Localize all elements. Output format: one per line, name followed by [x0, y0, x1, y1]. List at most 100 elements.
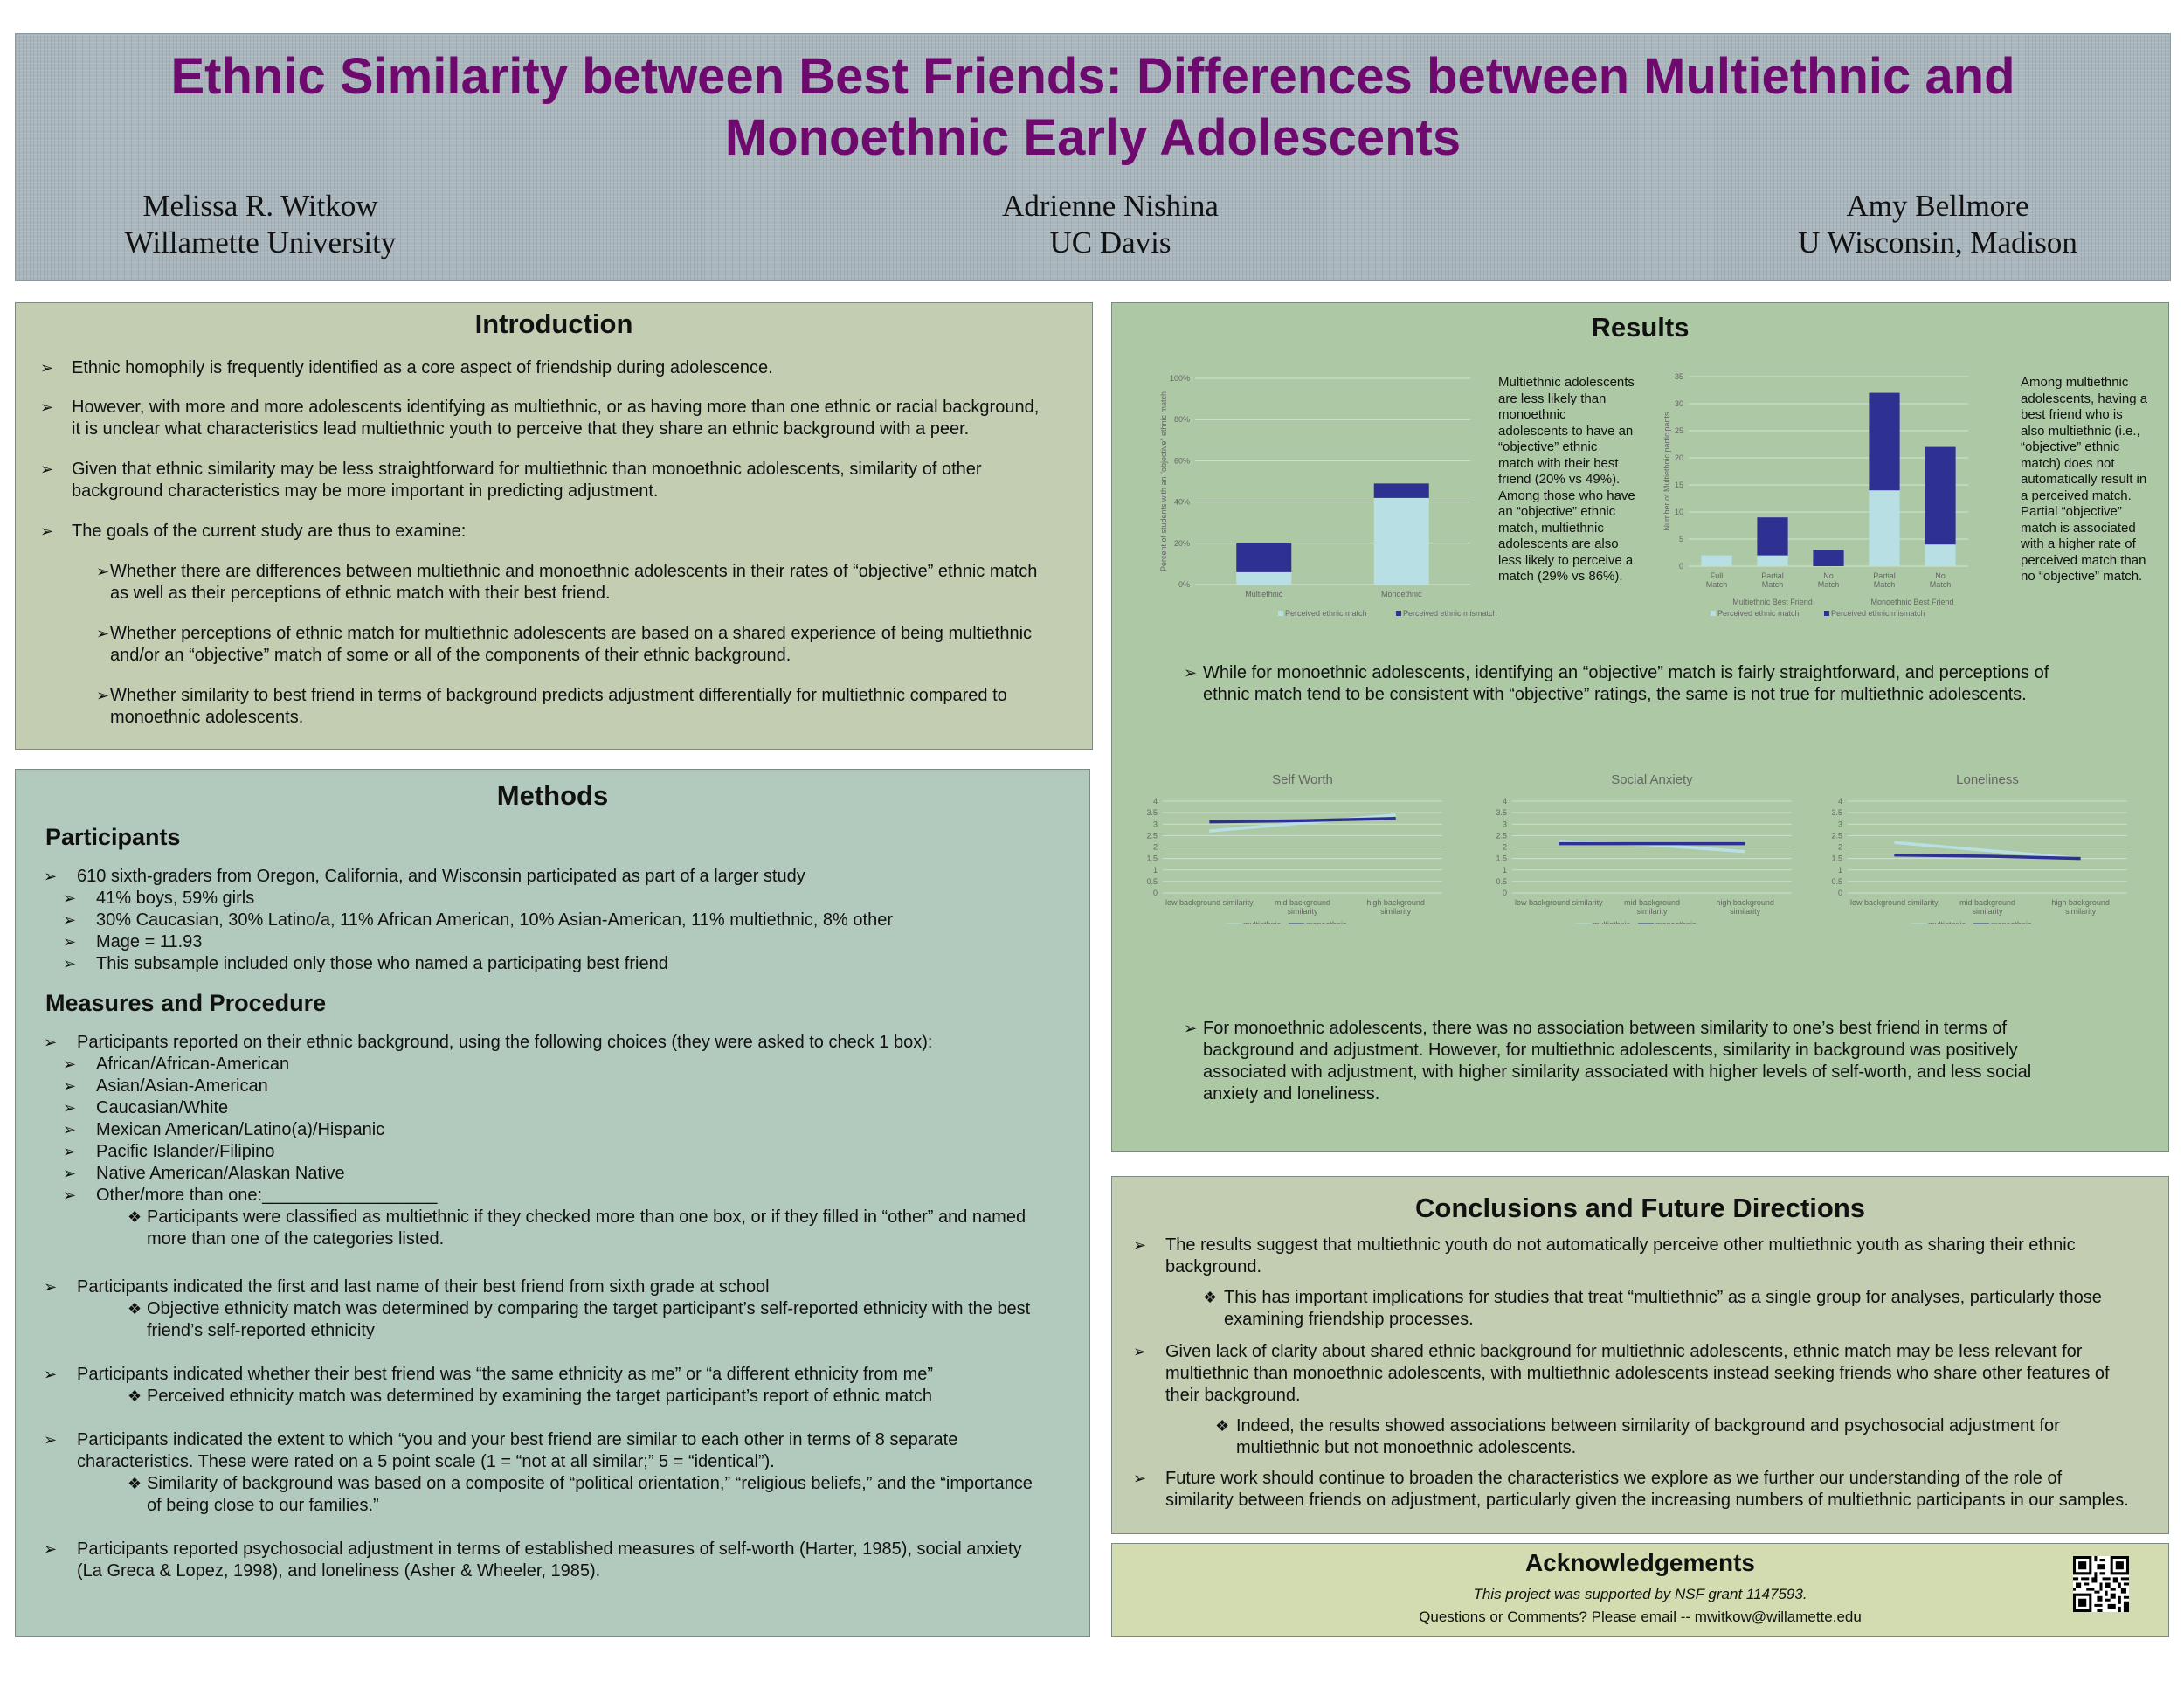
- measure-1-note: Participants were classified as multieth…: [147, 1207, 1026, 1250]
- participants-sub-2: 30% Caucasian, 30% Latino/a, 11% African…: [96, 910, 893, 930]
- x-tick-label: high background: [1716, 898, 1774, 907]
- legend-swatch: [1278, 611, 1283, 616]
- y-tick-label: 1: [1153, 866, 1158, 875]
- bullet-arrow-icon: ➢: [40, 522, 54, 540]
- participants-main: 610 sixth-graders from Oregon, Californi…: [77, 867, 805, 886]
- text-line: “objective” ethnic: [1498, 439, 1598, 454]
- y-tick-label: 40%: [1174, 498, 1190, 507]
- legend-label: monoethnic: [1991, 920, 2032, 924]
- x-tick-label: similarity: [1637, 907, 1668, 916]
- y-tick-label: 4: [1838, 797, 1842, 806]
- x-tick-label: Match: [1874, 580, 1896, 589]
- legend-swatch: [1824, 611, 1829, 616]
- y-tick-label: 15: [1675, 481, 1683, 489]
- x-tick-label: low background similarity: [1515, 898, 1603, 907]
- measure-1: Participants reported on their ethnic ba…: [77, 1033, 933, 1052]
- text-line: Partial “objective”: [2021, 504, 2122, 519]
- y-tick-label: 4: [1153, 797, 1158, 806]
- text-line: match, multiethnic: [1498, 520, 1604, 536]
- y-tick-label: 1: [1503, 866, 1507, 875]
- diamond-bullet-icon: ❖: [128, 1300, 142, 1318]
- y-tick-label: 1.5: [1146, 854, 1158, 863]
- text-line: friend’s self-reported ethnicity: [147, 1321, 375, 1340]
- x-tick-label: Match: [1818, 580, 1840, 589]
- y-tick-label: 3.5: [1146, 808, 1158, 817]
- conclusion-2-note: Indeed, the results showed associations …: [1236, 1415, 2060, 1459]
- text-line: Future work should continue to broaden t…: [1165, 1469, 2063, 1488]
- y-tick-label: 3: [1153, 820, 1158, 828]
- introduction-heading: Introduction: [474, 308, 633, 339]
- y-tick-label: 2.5: [1146, 831, 1158, 840]
- bullet-arrow-icon: ➢: [63, 1099, 77, 1117]
- intro-bullet-2: However, with more and more adolescents …: [72, 397, 1039, 440]
- self-worth-chart: Self Worth 0 0.5 1 1.5 2 2.5 3 3.5 4 low backgroun…: [1146, 772, 1442, 924]
- chart-title: Social Anxiety: [1611, 772, 1693, 787]
- author-name: Melissa R. Witkow: [142, 189, 378, 223]
- y-tick-label: 2.5: [1831, 831, 1842, 840]
- text-line: Participants were classified as multieth…: [147, 1207, 1026, 1227]
- text-line: with a higher rate of: [2021, 536, 2136, 551]
- bullet-arrow-icon: ➢: [44, 1540, 58, 1558]
- introduction-panel: Introduction ➢ Ethnic homophily is frequ…: [15, 302, 1093, 750]
- y-tick-label: 0: [1838, 889, 1842, 897]
- bullet-arrow-icon: ➢: [40, 398, 54, 416]
- bullet-arrow-icon: ➢: [40, 460, 54, 478]
- conclusion-2: Given lack of clarity about shared ethni…: [1165, 1341, 2110, 1407]
- choice-item: Asian/Asian-American: [96, 1076, 268, 1096]
- methods-panel: Methods Participants ➢ 610 sixth-graders…: [15, 769, 1090, 1637]
- text-line: less likely to perceive a: [1498, 552, 1634, 568]
- x-group-label: Multiethnic Best Friend: [1732, 598, 1813, 606]
- y-tick-label: 1: [1838, 866, 1842, 875]
- bar-segment: [1373, 483, 1429, 498]
- text-line: examining friendship processes.: [1224, 1310, 1474, 1329]
- text-line: of being close to our families.”: [147, 1496, 379, 1515]
- results-text-1: Multiethnic adolescents are less likely t…: [1498, 375, 1647, 585]
- text-line: The results suggest that multiethnic you…: [1165, 1235, 2076, 1255]
- y-tick-label: 20%: [1174, 539, 1190, 548]
- bullet-arrow-icon: ➢: [44, 1278, 58, 1296]
- text-line: multiethnic but not monoethnic adolescen…: [1236, 1438, 1577, 1457]
- text-line: more than one of the categories listed.: [147, 1229, 445, 1249]
- diamond-bullet-icon: ❖: [128, 1387, 142, 1405]
- measure-5: Participants reported psychosocial adjus…: [77, 1539, 1022, 1582]
- intro-bullet-3: Given that ethnic similarity may be less…: [72, 459, 982, 502]
- intro-bullet-4: The goals of the current study are thus …: [72, 521, 466, 543]
- x-tick-label: similarity: [1730, 907, 1760, 916]
- bullet-arrow-icon: ➢: [1133, 1470, 1147, 1487]
- choice-item: Caucasian/White: [96, 1098, 229, 1117]
- bar-segment: [1869, 490, 1900, 566]
- x-tick-label: No: [1935, 571, 1946, 580]
- bullet-arrow-icon: ➢: [44, 1366, 58, 1383]
- text-line: “objective” ethnic: [2021, 439, 2120, 454]
- x-tick-label: high background: [2051, 898, 2110, 907]
- x-tick-label: mid background: [1959, 898, 2015, 907]
- participants-sub-3: Mage = 11.93: [96, 932, 203, 951]
- author-1: Melissa R. Witkow Willamette University: [68, 188, 453, 261]
- author-affiliation: U Wisconsin, Madison: [1798, 225, 2077, 259]
- qr-code-icon[interactable]: [2073, 1556, 2129, 1612]
- text-line: similarity between friends on adjustment…: [1165, 1491, 2129, 1510]
- poster-title: Ethnic Similarity between Best Friends: …: [16, 46, 2170, 169]
- y-tick-label: 0.5: [1146, 877, 1158, 886]
- chart-title: Loneliness: [1956, 772, 2019, 787]
- bar-segment: [1813, 550, 1844, 566]
- text-line: associated with adjustment, with higher …: [1203, 1062, 2032, 1082]
- text-line: Among those who have: [1498, 488, 1635, 503]
- text-line: as well as their perceptions of ethnic m…: [110, 584, 611, 603]
- author-affiliation: Willamette University: [124, 225, 397, 259]
- choice-item: African/African-American: [96, 1055, 290, 1074]
- text-line: best friend who is: [2021, 407, 2123, 422]
- text-line: Multiethnic adolescents: [1498, 375, 1635, 390]
- y-tick-label: 0: [1503, 889, 1507, 897]
- text-line: match (29% vs 86%).: [1498, 569, 1623, 584]
- bullet-arrow-icon: ➢: [1184, 1020, 1198, 1037]
- author-name: Amy Bellmore: [1846, 189, 2029, 223]
- text-line: monoethnic adolescents.: [110, 708, 304, 727]
- y-tick-label: 35: [1675, 372, 1683, 381]
- legend-label: Perceived ethnic mismatch: [1403, 609, 1497, 618]
- conclusions-heading: Conclusions and Future Directions: [1415, 1193, 1865, 1223]
- x-tick-label: Partial: [1761, 571, 1784, 580]
- bullet-arrow-icon: ➢: [1184, 664, 1198, 681]
- text-line: Whether perceptions of ethnic match for …: [110, 624, 1033, 643]
- y-tick-label: 3.5: [1831, 808, 1842, 817]
